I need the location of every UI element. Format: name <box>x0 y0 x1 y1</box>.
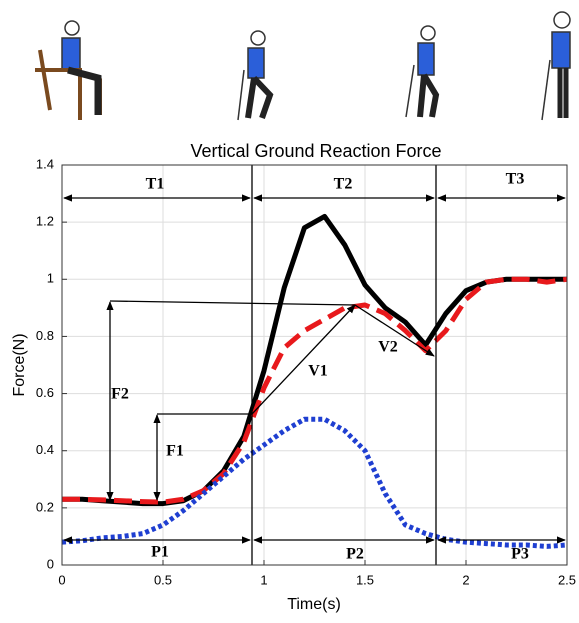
annotation: T3 <box>506 171 525 188</box>
y-tick-label: 0 <box>47 556 54 571</box>
figures <box>35 11 571 121</box>
x-tick-label: 0.5 <box>154 572 172 587</box>
annotation: P2 <box>346 546 364 563</box>
y-tick-label: 0.4 <box>36 442 54 457</box>
annotation: V1 <box>308 363 328 380</box>
series-line <box>61 416 568 549</box>
y-tick-label: 0.6 <box>36 385 54 400</box>
annotation: T2 <box>334 176 353 193</box>
y-tick-label: 1.2 <box>36 214 54 229</box>
annotation: P1 <box>151 544 169 561</box>
annotation-arrows <box>63 165 566 565</box>
plot <box>61 213 568 549</box>
chart-title: Vertical Ground Reaction Force <box>190 141 441 161</box>
x-axis-label: Time(s) <box>287 596 341 613</box>
y-tick-label: 1 <box>47 271 54 286</box>
annotation: V2 <box>378 339 398 356</box>
series-line <box>62 213 567 507</box>
x-tick-label: 1 <box>260 572 267 587</box>
y-axis-label: Force(N) <box>11 333 28 396</box>
x-tick-label: 2 <box>462 572 469 587</box>
y-tick-label: 0.2 <box>36 499 54 514</box>
annotation: T1 <box>146 176 165 193</box>
x-tick-label: 1.5 <box>356 572 374 587</box>
series-line <box>62 276 568 505</box>
annotation: P3 <box>511 546 529 563</box>
x-tick-label: 0 <box>58 572 65 587</box>
y-tick-label: 1.4 <box>36 156 54 171</box>
annotation: F2 <box>111 386 129 403</box>
y-tick-label: 0.8 <box>36 328 54 343</box>
annotation: F1 <box>166 443 184 460</box>
plot-frame <box>61 164 568 566</box>
x-tick-label: 2.5 <box>558 572 576 587</box>
